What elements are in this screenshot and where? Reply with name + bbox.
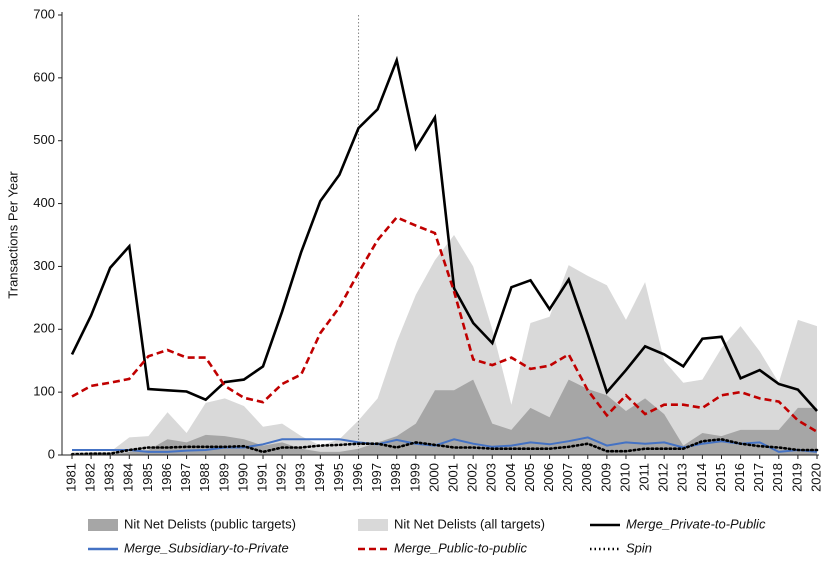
- line: [70, 55, 818, 412]
- x-tick-label: 1986: [159, 463, 174, 492]
- y-tick-label: 200: [33, 321, 55, 336]
- legend-label: Spin: [626, 540, 652, 555]
- legend-swatch: [358, 519, 388, 531]
- x-tick-label: 1987: [178, 463, 193, 492]
- x-tick-label: 2010: [617, 463, 632, 492]
- x-tick-label: 2003: [484, 463, 499, 492]
- x-tick-label: 2001: [445, 463, 460, 492]
- legend-swatch: [88, 519, 118, 531]
- x-tick-label: 2004: [503, 463, 518, 492]
- y-tick-label: 500: [33, 132, 55, 147]
- x-tick-label: 2000: [426, 463, 441, 492]
- y-tick-label: 600: [33, 69, 55, 84]
- y-tick-label: 0: [48, 446, 55, 461]
- x-tick-label: 1989: [216, 463, 231, 492]
- x-tick-label: 2019: [789, 463, 804, 492]
- x-tick-label: 1995: [331, 463, 346, 492]
- x-tick-label: 2009: [598, 463, 613, 492]
- x-tick-label: 2013: [675, 463, 690, 492]
- x-tick-label: 1994: [312, 463, 327, 492]
- area: [72, 379, 817, 455]
- y-tick-label: 400: [33, 195, 55, 210]
- x-tick-label: 1999: [407, 463, 422, 492]
- line: [70, 437, 819, 456]
- x-tick-label: 2002: [465, 463, 480, 492]
- x-tick-label: 2007: [560, 463, 575, 492]
- y-tick-label: 300: [33, 258, 55, 273]
- x-tick-label: 1993: [293, 463, 308, 492]
- x-tick-label: 1988: [197, 463, 212, 492]
- x-tick-label: 1984: [121, 463, 136, 492]
- x-tick-label: 1981: [63, 463, 78, 492]
- x-tick-label: 2014: [694, 463, 709, 492]
- x-tick-label: 2011: [637, 463, 652, 491]
- legend-label: Merge_Public-to-public: [394, 540, 527, 555]
- x-tick-label: 1996: [350, 463, 365, 492]
- x-tick-label: 2012: [656, 463, 671, 492]
- y-tick-label: 100: [33, 384, 55, 399]
- legend-label: Nit Net Delists (public targets): [124, 516, 296, 531]
- x-tick-label: 1985: [140, 463, 155, 492]
- x-tick-label: 2020: [808, 463, 821, 492]
- y-axis-label: Transactions Per Year: [5, 171, 20, 299]
- x-tick-label: 1992: [274, 463, 289, 492]
- x-tick-label: 1997: [369, 463, 384, 492]
- x-tick-label: 2018: [770, 463, 785, 492]
- x-tick-label: 1990: [235, 463, 250, 492]
- x-tick-label: 2006: [541, 463, 556, 492]
- x-tick-label: 1998: [388, 463, 403, 492]
- line: [71, 215, 818, 433]
- x-tick-label: 2016: [732, 463, 747, 492]
- x-tick-label: 1991: [254, 463, 269, 492]
- x-tick-label: 1983: [102, 463, 117, 492]
- x-tick-label: 2005: [522, 463, 537, 492]
- x-tick-label: 2008: [579, 463, 594, 492]
- legend-label: Merge_Private-to-Public: [626, 516, 766, 531]
- x-tick-label: 2017: [751, 463, 766, 492]
- legend-label: Nit Net Delists (all targets): [394, 516, 545, 531]
- x-tick-label: 1982: [83, 463, 98, 492]
- x-tick-label: 2015: [713, 463, 728, 492]
- y-tick-label: 700: [33, 6, 55, 21]
- legend-label: Merge_Subsidiary-to-Private: [124, 540, 289, 555]
